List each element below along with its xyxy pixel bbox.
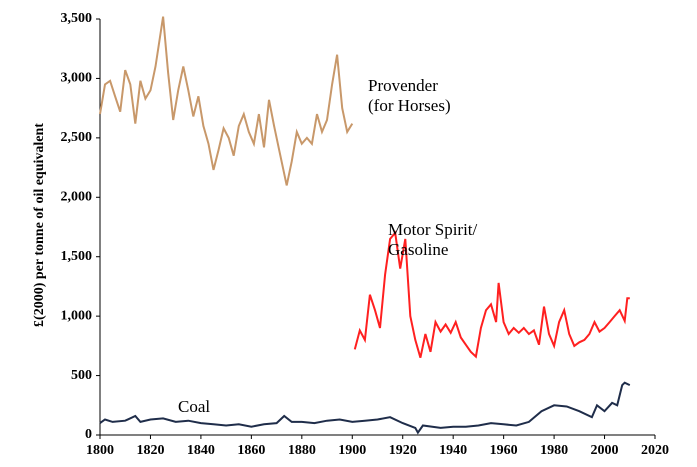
y-axis-label: £(2000) per tonne of oil equivalent (32, 123, 47, 327)
x-tick-label: 1820 (136, 443, 164, 458)
x-tick-label: 1980 (540, 443, 568, 458)
x-tick-label: 1900 (338, 443, 366, 458)
series-line (99, 381, 631, 435)
y-tick-label: 1,500 (61, 249, 93, 264)
x-tick-label: 1920 (389, 443, 417, 458)
y-tick-label: 2,500 (61, 130, 93, 145)
series-annotation: Coal (178, 397, 210, 416)
x-tick-label: 1800 (86, 443, 114, 458)
x-tick-label: 1880 (288, 443, 316, 458)
series-line (99, 16, 354, 186)
y-tick-label: 3,500 (61, 11, 93, 26)
x-tick-label: 1840 (187, 443, 215, 458)
x-tick-label: 1860 (237, 443, 265, 458)
series-annotation: Motor Spirit/ (388, 220, 478, 239)
y-tick-label: 2,000 (61, 190, 93, 205)
series-annotation: (for Horses) (368, 96, 451, 115)
series-line (353, 230, 630, 359)
series-annotation: Gasoline (388, 240, 448, 259)
y-tick-label: 3,000 (61, 71, 93, 86)
y-tick-label: 500 (71, 368, 92, 383)
series-annotation: Provender (368, 76, 438, 95)
x-tick-label: 2000 (591, 443, 619, 458)
x-tick-label: 1940 (439, 443, 467, 458)
y-tick-label: 0 (85, 427, 92, 442)
x-tick-label: 2020 (641, 443, 669, 458)
y-tick-label: 1,000 (61, 308, 93, 323)
x-tick-label: 1960 (490, 443, 518, 458)
